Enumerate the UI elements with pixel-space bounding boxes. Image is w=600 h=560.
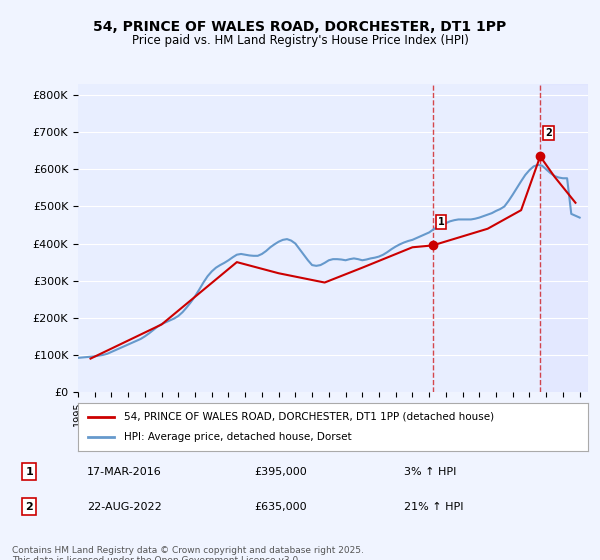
Text: 1: 1 — [437, 217, 445, 227]
Text: 54, PRINCE OF WALES ROAD, DORCHESTER, DT1 1PP (detached house): 54, PRINCE OF WALES ROAD, DORCHESTER, DT… — [124, 412, 494, 422]
Text: 54, PRINCE OF WALES ROAD, DORCHESTER, DT1 1PP: 54, PRINCE OF WALES ROAD, DORCHESTER, DT… — [94, 20, 506, 34]
Bar — [540, 84, 588, 392]
Text: Contains HM Land Registry data © Crown copyright and database right 2025.
This d: Contains HM Land Registry data © Crown c… — [12, 546, 364, 560]
Text: 22-AUG-2022: 22-AUG-2022 — [87, 502, 161, 512]
Text: HPI: Average price, detached house, Dorset: HPI: Average price, detached house, Dors… — [124, 432, 352, 442]
Text: Price paid vs. HM Land Registry's House Price Index (HPI): Price paid vs. HM Land Registry's House … — [131, 34, 469, 46]
Text: 17-MAR-2016: 17-MAR-2016 — [87, 467, 161, 477]
Text: £395,000: £395,000 — [254, 467, 307, 477]
Text: £635,000: £635,000 — [254, 502, 307, 512]
Text: 21% ↑ HPI: 21% ↑ HPI — [404, 502, 463, 512]
Text: 2: 2 — [545, 128, 552, 138]
Text: 2: 2 — [25, 502, 33, 512]
Text: 3% ↑ HPI: 3% ↑ HPI — [404, 467, 456, 477]
Text: 1: 1 — [25, 467, 33, 477]
